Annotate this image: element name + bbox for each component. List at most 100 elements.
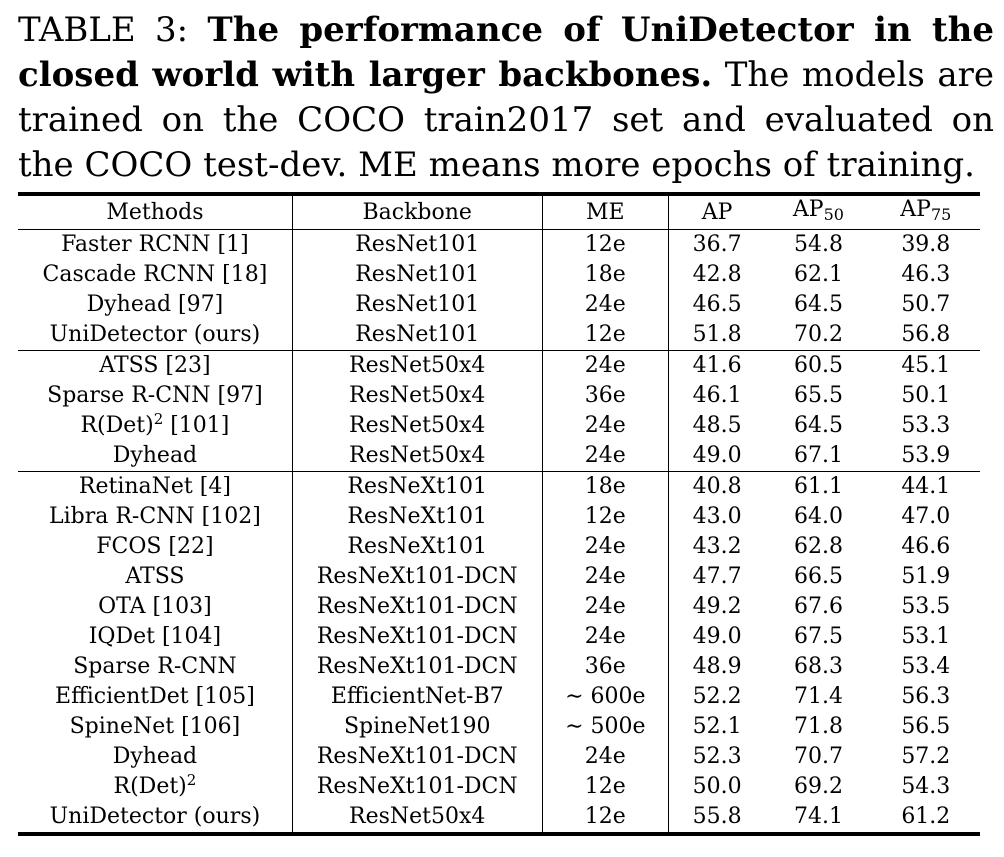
cell-me: 24e bbox=[542, 350, 670, 381]
cell-me: 24e bbox=[542, 290, 670, 320]
table-header: Methods Backbone ME AP AP50 AP75 bbox=[18, 194, 980, 230]
header-ap50-sub: 50 bbox=[823, 205, 844, 224]
cell-backbone: ResNet50x4 bbox=[292, 441, 543, 472]
cell-ap75: 61.2 bbox=[901, 804, 951, 829]
cell-backbone: ResNet101 bbox=[292, 229, 543, 260]
cell-ap75: 56.8 bbox=[901, 322, 951, 347]
method-name: Cascade RCNN [18] bbox=[42, 262, 268, 287]
cell-me: 24e bbox=[542, 742, 670, 772]
cell-ap75: 53.4 bbox=[901, 654, 951, 679]
cell-ap50: 74.1 bbox=[793, 804, 843, 829]
cell-ap75: 56.3 bbox=[901, 684, 951, 709]
cell-ap50: 64.5 bbox=[793, 292, 843, 317]
cell-method: Dyhead [97] bbox=[18, 290, 293, 320]
cell-ap: 52.1 bbox=[692, 714, 742, 739]
method-name: Libra R-CNN [102] bbox=[49, 504, 261, 529]
cell-ap75: 53.1 bbox=[901, 624, 951, 649]
table-row: UniDetector (ours) ResNet101 12e 51.8 70.2 56… bbox=[18, 320, 980, 351]
cell-backbone: ResNet50x4 bbox=[292, 802, 543, 834]
cell-method: EfficientDet [105] bbox=[18, 682, 293, 712]
table-row: Sparse R-CNN [97] ResNet50x4 36e 46.1 65.5 50… bbox=[18, 381, 980, 411]
cell-ap: 36.7 bbox=[692, 232, 742, 257]
cell-ap: 49.2 bbox=[692, 594, 742, 619]
cell-method: Dyhead bbox=[18, 742, 293, 772]
cell-ap50: 70.2 bbox=[793, 322, 843, 347]
table-row: Dyhead [97] ResNet101 24e 46.5 64.5 50.7 bbox=[18, 290, 980, 320]
cell-ap75: 54.3 bbox=[901, 774, 951, 799]
cell-method: OTA [103] bbox=[18, 592, 293, 622]
table-row: EfficientDet [105] EfficientNet-B7 ∼ 600e 5… bbox=[18, 682, 980, 712]
cell-method: UniDetector (ours) bbox=[18, 320, 293, 351]
table-row: SpineNet [106] SpineNet190 ∼ 500e 52.1 71.8 5… bbox=[18, 712, 980, 742]
cell-ap50: 67.6 bbox=[793, 594, 843, 619]
method-name: Dyhead bbox=[112, 443, 198, 468]
method-name: SpineNet [106] bbox=[69, 714, 241, 739]
cell-ap50: 69.2 bbox=[793, 774, 843, 799]
cell-ap75: 53.5 bbox=[901, 594, 951, 619]
cell-method: UniDetector (ours) bbox=[18, 802, 293, 834]
table-row: RetinaNet [4] ResNeXt101 18e 40.8 61.1 44.1 bbox=[18, 471, 980, 502]
cell-ap: 49.0 bbox=[692, 443, 742, 468]
cell-ap50: 65.5 bbox=[793, 383, 843, 408]
cell-ap75: 51.9 bbox=[901, 564, 951, 589]
cell-method: ATSS [23] bbox=[18, 350, 293, 381]
cell-me: 12e bbox=[542, 772, 670, 802]
table-row: IQDet [104] ResNeXt101-DCN 24e 49.0 67.5 53.1 bbox=[18, 622, 980, 652]
cell-ap50: 61.1 bbox=[765, 471, 872, 502]
cell-method: R(Det)2 bbox=[18, 772, 293, 802]
header-ap50-base: AP bbox=[792, 197, 824, 222]
cell-backbone: ResNet50x4 bbox=[292, 381, 543, 411]
cell-me: 24e bbox=[542, 411, 670, 441]
cell-ap50: 62.1 bbox=[793, 262, 843, 287]
table-row: UniDetector (ours) ResNet50x4 12e 55.8 74.1 6… bbox=[18, 802, 980, 834]
table-row: ATSS ResNeXt101-DCN 24e 47.7 66.5 51.9 bbox=[18, 562, 980, 592]
cell-ap: 47.7 bbox=[692, 564, 742, 589]
cell-ap75: 39.8 bbox=[901, 232, 951, 257]
cell-me: 18e bbox=[542, 260, 670, 290]
cell-me: ∼ 500e bbox=[542, 712, 670, 742]
header-ap75-base: AP bbox=[900, 197, 931, 222]
cell-method: FCOS [22] bbox=[18, 532, 293, 562]
cell-backbone: EfficientNet-B7 bbox=[292, 682, 543, 712]
cell-method: R(Det)2 [101] bbox=[18, 411, 293, 441]
method-name: FCOS [22] bbox=[96, 534, 214, 559]
cell-ap: 51.8 bbox=[692, 322, 742, 347]
cell-ap75: 57.2 bbox=[901, 744, 951, 769]
cell-me: 36e bbox=[542, 381, 670, 411]
table-row: Libra R-CNN [102] ResNeXt101 12e 43.0 64.0 47… bbox=[18, 502, 980, 532]
cell-backbone: ResNeXt101-DCN bbox=[292, 562, 543, 592]
cell-ap: 55.8 bbox=[692, 804, 742, 829]
cell-ap75: 44.1 bbox=[871, 471, 980, 502]
header-methods: Methods bbox=[18, 194, 293, 230]
method-name: Sparse R-CNN bbox=[73, 654, 237, 679]
cell-ap75: 47.0 bbox=[901, 504, 951, 529]
cell-ap75: 50.7 bbox=[901, 292, 951, 317]
method-name: IQDet [104] bbox=[88, 624, 222, 649]
method-name: ATSS [23] bbox=[99, 353, 211, 378]
cell-ap50: 67.1 bbox=[793, 443, 843, 468]
cell-ap50: 66.5 bbox=[793, 564, 843, 589]
cell-backbone: ResNeXt101-DCN bbox=[292, 622, 543, 652]
cell-ap75: 46.3 bbox=[901, 262, 951, 287]
cell-me: 12e bbox=[542, 502, 670, 532]
cell-ap50: 71.4 bbox=[793, 684, 843, 709]
method-name: Faster RCNN [1] bbox=[61, 232, 249, 257]
header-ap: AP bbox=[668, 194, 766, 230]
method-name: Dyhead bbox=[112, 744, 198, 769]
cell-method: Cascade RCNN [18] bbox=[18, 260, 293, 290]
table-row: R(Det)2 ResNeXt101-DCN 12e 50.0 69.2 54.3 bbox=[18, 772, 980, 802]
caption-label: TABLE 3: bbox=[18, 10, 208, 50]
cell-ap: 42.8 bbox=[692, 262, 742, 287]
cell-ap75: 45.1 bbox=[871, 350, 980, 381]
cell-backbone: ResNeXt101 bbox=[292, 502, 543, 532]
cell-ap75: 46.6 bbox=[901, 534, 951, 559]
cell-backbone: ResNet50x4 bbox=[292, 411, 543, 441]
table-row: ATSS [23] ResNet50x4 24e 41.6 60.5 45.1 bbox=[18, 350, 980, 381]
cell-method: Sparse R-CNN [97] bbox=[18, 381, 293, 411]
cell-method: IQDet [104] bbox=[18, 622, 293, 652]
cell-method: Libra R-CNN [102] bbox=[18, 502, 293, 532]
cell-ap50: 60.5 bbox=[765, 350, 872, 381]
cell-ap50: 54.8 bbox=[793, 232, 843, 257]
table-row: Dyhead ResNet50x4 24e 49.0 67.1 53.9 bbox=[18, 441, 980, 472]
table-row: Cascade RCNN [18] ResNet101 18e 42.8 62.1 46.… bbox=[18, 260, 980, 290]
